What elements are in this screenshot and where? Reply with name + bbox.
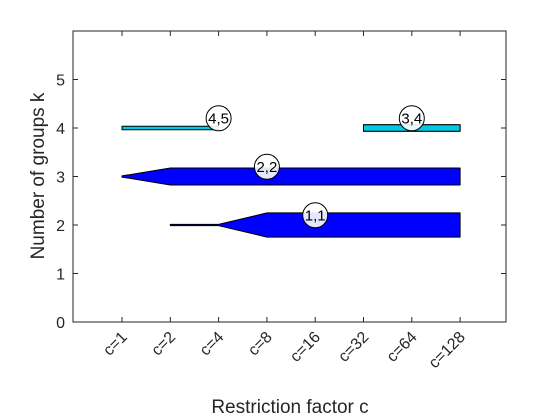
- y-tick-label: 1: [56, 267, 65, 284]
- annotation-bubble: [205, 105, 232, 132]
- x-tick-label: c=1: [100, 329, 131, 360]
- annotation-label: 2,2: [256, 159, 277, 176]
- y-tick-label: 2: [56, 218, 65, 235]
- x-tick-label: c=16: [287, 329, 324, 366]
- y-tick-label: 3: [56, 170, 65, 187]
- x-tick-label: c=2: [149, 329, 180, 360]
- y-tick-label: 4: [56, 121, 65, 138]
- bar-k3-1: [121, 167, 461, 186]
- annotation-label: 4,5: [208, 110, 229, 127]
- y-tick-label: 5: [56, 73, 65, 90]
- y-axis: 0 1 2 3 4 5: [56, 73, 506, 332]
- annotation-label: 3,4: [401, 110, 422, 127]
- x-tick-label: c=64: [384, 329, 421, 366]
- y-tick-label: 0: [56, 315, 65, 332]
- annotation-bubble: [302, 202, 329, 229]
- x-tick-label: c=128: [426, 329, 469, 372]
- annotation-bubble: [398, 105, 425, 132]
- annotation-bubble: [253, 153, 280, 180]
- annotation-label: 1,1: [305, 207, 326, 224]
- x-tick-label: c=8: [245, 329, 276, 360]
- x-axis-title: Restriction factor c: [211, 397, 368, 418]
- bar-k4-2: [121, 125, 220, 131]
- y-axis-title: Number of groups k: [28, 92, 49, 259]
- x-tick-label: c=4: [197, 329, 228, 360]
- x-tick-label: c=32: [335, 329, 372, 366]
- annotation-layer: 1,1 2,2 4,5 3,4: [205, 105, 425, 229]
